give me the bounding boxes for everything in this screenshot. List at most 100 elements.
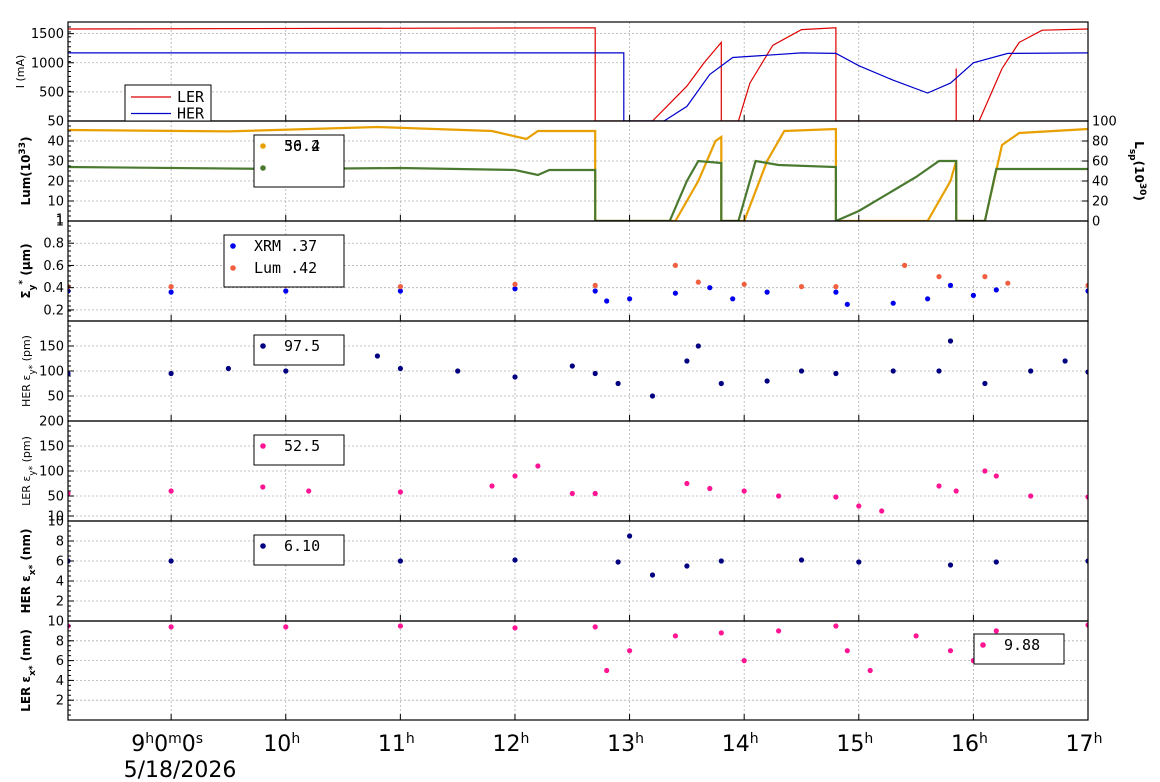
y-tick-label-lum: 10 — [47, 195, 64, 210]
data-point — [776, 628, 782, 634]
data-point — [672, 290, 679, 296]
data-point — [1085, 494, 1088, 500]
data-point — [68, 490, 71, 497]
series-layer — [68, 27, 1088, 674]
y-tick-label-sigma: 0.6 — [43, 259, 64, 274]
data-point — [397, 558, 403, 564]
data-point — [982, 274, 988, 280]
legend-swatch — [260, 165, 266, 171]
legend-swatch — [260, 543, 266, 549]
data-point — [947, 562, 954, 568]
legend-her_ey: 97.5 — [253, 334, 345, 366]
y-tick-label-lum: 20 — [47, 175, 64, 190]
data-point — [306, 488, 312, 494]
legend-box-sigma — [223, 234, 345, 288]
data-point — [397, 284, 403, 290]
legend-swatch — [230, 243, 236, 249]
data-point — [741, 658, 747, 664]
y-tick-label-ler_ex: 8 — [56, 634, 64, 649]
panel-frame-sigma — [67, 220, 1089, 322]
y-tick-label-sigma: 0.8 — [43, 237, 64, 252]
data-point — [856, 503, 862, 509]
data-point — [776, 493, 782, 499]
y-tick-label-lum: 40 — [47, 135, 64, 150]
data-point — [947, 282, 954, 288]
y-tick-label-lum: 50 — [47, 115, 64, 130]
data-point — [672, 262, 679, 268]
data-point — [856, 559, 862, 565]
data-point — [397, 365, 403, 372]
data-point — [627, 648, 633, 654]
data-point — [718, 558, 724, 564]
series-line-current-1 — [68, 52, 1088, 121]
data-point — [695, 279, 701, 285]
legend-box-current — [124, 84, 212, 122]
data-point — [604, 298, 610, 304]
data-point — [489, 483, 495, 489]
data-point — [397, 489, 403, 495]
data-point — [844, 301, 850, 307]
data-point — [993, 559, 999, 565]
y-tick-label-sigma: 1 — [56, 215, 64, 230]
legend-label-sigma: Lum .42 — [254, 259, 317, 277]
series-points-sigma-0 — [68, 282, 1088, 307]
data-point — [1062, 358, 1068, 364]
legend-label-ler_ex: 9.88 — [1004, 636, 1040, 654]
data-point — [168, 624, 174, 630]
data-point — [672, 633, 679, 639]
x-tick-label: 10h — [263, 731, 300, 757]
y-tick-label-current: 500 — [39, 85, 64, 100]
data-point — [283, 288, 289, 294]
data-point — [168, 289, 174, 295]
y-tick-label-ler_ey: 100 — [39, 465, 64, 480]
right-y-tick-label: 60 — [1092, 155, 1109, 170]
series-points-her_ex-0 — [68, 533, 1088, 578]
series-line-lum-1 — [68, 159, 1088, 221]
data-point — [225, 365, 231, 372]
series-points-ler_ey-0 — [68, 463, 1088, 514]
data-point — [833, 284, 839, 290]
right-y-tick-label: 20 — [1092, 195, 1109, 210]
series-points-sigma-1 — [68, 262, 1088, 290]
y-axis-label-ler_ex: LER εx* (nm) — [19, 629, 38, 712]
right-y-axis-label: Lsp(1030) — [1127, 141, 1147, 201]
data-point — [535, 463, 541, 469]
y-tick-label-ler_ex: 2 — [56, 694, 64, 709]
data-point — [1085, 288, 1088, 294]
data-point — [982, 380, 988, 387]
data-point — [168, 284, 174, 290]
data-point — [764, 378, 770, 384]
data-point — [844, 648, 850, 654]
y-tick-label-her_ex: 2 — [56, 595, 64, 610]
data-point — [615, 380, 621, 387]
legend-box-her_ey — [253, 334, 345, 366]
x-tick-label: 11h — [378, 731, 415, 757]
panel-frame-current — [67, 21, 1089, 122]
legend-label-her_ey: 97.5 — [284, 337, 320, 355]
data-point — [512, 281, 518, 287]
y-tick-label-her_ex: 8 — [56, 535, 64, 550]
data-point — [592, 490, 598, 497]
data-point — [833, 494, 839, 500]
legend-ler_ex: 9.88 — [973, 633, 1065, 665]
data-point — [168, 370, 174, 377]
data-point — [833, 623, 839, 629]
x-tick-label: 14h — [722, 731, 759, 757]
x-tick-label: 13h — [607, 731, 644, 757]
data-point — [902, 262, 908, 268]
data-point — [260, 484, 266, 490]
data-point — [890, 300, 896, 306]
y-tick-label-lum: 30 — [47, 155, 64, 170]
legend-label-current: HER — [177, 105, 205, 123]
legend-label-lum: 36.2 — [284, 137, 320, 155]
data-point — [684, 358, 690, 364]
y-tick-label-ler_ex: 4 — [56, 674, 64, 689]
data-point — [879, 508, 885, 514]
legend-sigma: XRM .37 Lum .42 — [223, 234, 345, 288]
legend-swatch — [260, 143, 266, 149]
x-tick-label: 9h0m0s — [131, 731, 203, 757]
data-point — [592, 282, 598, 288]
